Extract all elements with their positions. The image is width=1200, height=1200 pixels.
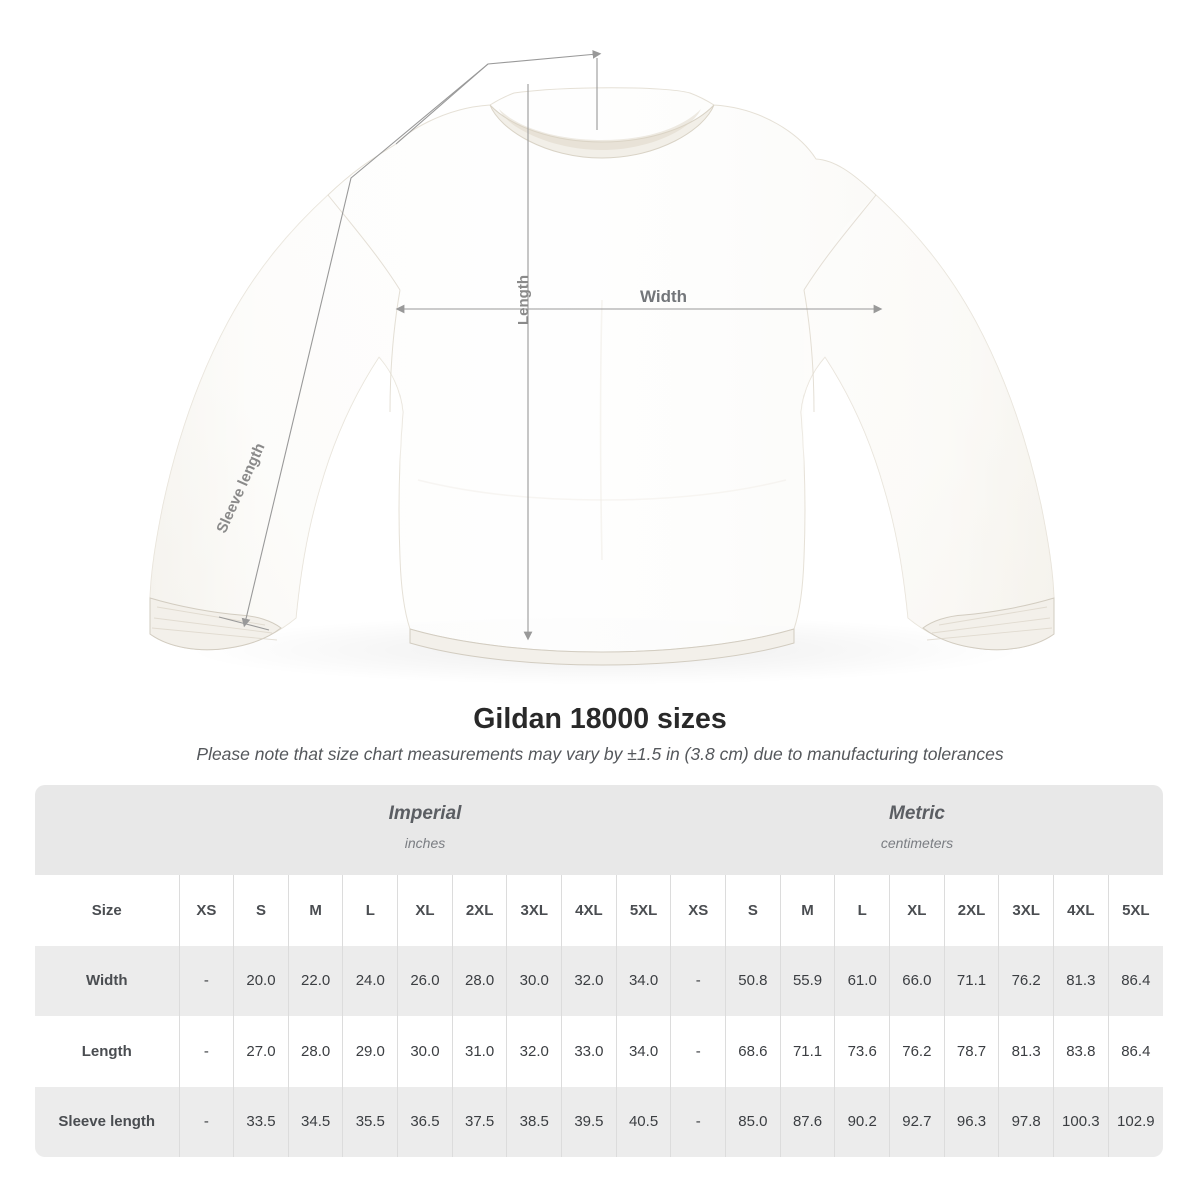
- svg-text:Length: Length: [515, 275, 532, 325]
- svg-text:Width: Width: [640, 287, 687, 306]
